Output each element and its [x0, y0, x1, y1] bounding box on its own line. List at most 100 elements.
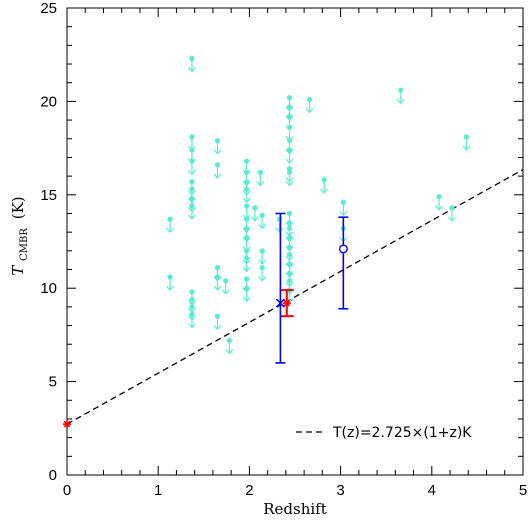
- x-axis-label: Redshift: [263, 500, 327, 518]
- upper-limit-dot: [286, 225, 293, 232]
- upper-limit-point: [258, 248, 267, 265]
- upper-limit-point: [213, 274, 222, 291]
- upper-limit-point: [285, 169, 294, 187]
- model-line-path: [66, 169, 524, 425]
- upper-limit-dot: [244, 186, 250, 192]
- y-tick-label: 15: [40, 187, 57, 204]
- upper-limit-arrowhead: [213, 285, 222, 291]
- upper-limit-arrowhead: [221, 289, 230, 295]
- upper-limit-point: [225, 337, 234, 355]
- upper-limit-point: [187, 203, 196, 220]
- x-tick-label: 0: [63, 482, 71, 499]
- upper-limit-arrowhead: [166, 285, 175, 291]
- upper-limit-arrowhead: [285, 158, 294, 164]
- measurement-point: [275, 212, 286, 364]
- upper-limit-point: [187, 55, 196, 73]
- upper-limit-arrowhead: [256, 180, 265, 187]
- upper-limit-dot: [167, 216, 173, 222]
- upper-limit-point: [305, 96, 314, 114]
- upper-limit-arrowhead: [339, 210, 348, 217]
- y-tick-label: 5: [49, 374, 57, 391]
- upper-limit-point: [435, 194, 444, 211]
- y-tick-label: 10: [40, 280, 57, 297]
- upper-limit-point: [447, 205, 456, 222]
- upper-limit-dot: [286, 210, 293, 217]
- upper-limit-point: [166, 216, 175, 233]
- upper-limit-arrowhead: [462, 145, 471, 151]
- measurement-series: [63, 212, 349, 429]
- upper-limit-arrowhead: [258, 276, 267, 282]
- x-tick-label: 3: [336, 482, 344, 499]
- legend-label: T(z)=2.725×(1+z)K: [332, 425, 472, 441]
- upper-limit-arrowhead: [213, 173, 222, 179]
- upper-limit-dot: [189, 147, 195, 153]
- tick-labels: 0 1 2 3 4 5 0 5 10 15 20 25: [40, 0, 527, 499]
- svg-text:T CMBR (K): T CMBR (K): [9, 196, 31, 275]
- legend: T(z)=2.725×(1+z)K: [296, 425, 472, 441]
- x-tick-label: 1: [154, 482, 162, 499]
- upper-limit-dot: [244, 216, 250, 222]
- upper-limit-arrowhead: [242, 266, 251, 273]
- upper-limit-arrowhead: [187, 67, 196, 73]
- y-tick-label: 0: [49, 467, 57, 484]
- upper-limit-arrowhead: [213, 324, 222, 331]
- upper-limit-point: [339, 199, 348, 217]
- upper-limit-dot: [189, 195, 195, 202]
- upper-limit-point: [242, 285, 251, 303]
- y-axis-label-main: T: [9, 265, 27, 276]
- plot-border: [66, 7, 524, 476]
- x-tick-label: 4: [428, 482, 436, 499]
- upper-limit-arrowhead: [242, 197, 251, 204]
- upper-limit-point: [166, 274, 175, 291]
- upper-limit-dot: [259, 212, 265, 218]
- upper-limit-point: [275, 216, 284, 233]
- y-axis-label-sub: CMBR: [19, 228, 30, 261]
- upper-limit-dot: [214, 138, 221, 144]
- upper-limit-point: [242, 255, 251, 273]
- y-tick-label: 20: [40, 93, 57, 110]
- cross-marker-b: [275, 298, 285, 308]
- model-line: [66, 169, 524, 425]
- upper-limit-point: [187, 311, 196, 329]
- upper-limit-arrowhead: [242, 296, 251, 303]
- upper-limit-point: [258, 212, 267, 230]
- upper-limit-point: [250, 205, 259, 222]
- upper-limit-arrowhead: [258, 259, 267, 265]
- upper-limit-arrowhead: [305, 108, 314, 114]
- upper-limit-point: [242, 186, 251, 204]
- upper-limit-dot: [321, 177, 327, 183]
- upper-limit-point: [213, 162, 222, 179]
- upper-limit-series: [166, 55, 471, 355]
- upper-limit-arrowhead: [447, 216, 456, 222]
- axis-ticks: [66, 7, 524, 476]
- y-axis-label: T CMBR (K): [9, 196, 31, 275]
- upper-limit-arrowhead: [225, 349, 234, 355]
- upper-limit-point: [187, 158, 196, 176]
- upper-limit-dot: [286, 251, 293, 258]
- upper-limit-point: [213, 313, 222, 331]
- upper-limit-arrowhead: [396, 98, 405, 105]
- upper-limit-dot: [244, 225, 250, 232]
- upper-limit-point: [213, 138, 222, 155]
- y-axis-label-unit: (K): [9, 196, 27, 219]
- upper-limit-arrowhead: [320, 188, 329, 194]
- measurement-point: [63, 420, 71, 429]
- upper-limit-arrowhead: [187, 214, 196, 220]
- upper-limit-arrowhead: [187, 322, 196, 329]
- upper-limit-dot: [286, 147, 293, 153]
- upper-limit-dot: [286, 166, 293, 172]
- y-tick-label: 25: [40, 0, 57, 17]
- upper-limit-point: [396, 87, 405, 105]
- upper-limit-dot: [189, 186, 195, 192]
- upper-limit-arrowhead: [213, 149, 222, 155]
- plot-frame: [66, 7, 524, 476]
- x-tick-label: 5: [519, 482, 527, 499]
- upper-limit-point: [285, 147, 294, 164]
- x-tick-label: 2: [245, 482, 253, 499]
- open-circle-marker: [338, 244, 348, 254]
- upper-limit-arrowhead: [275, 227, 284, 233]
- upper-limit-arrowhead: [166, 227, 175, 233]
- upper-limit-arrowhead: [187, 169, 196, 176]
- measurement-point: [279, 289, 294, 318]
